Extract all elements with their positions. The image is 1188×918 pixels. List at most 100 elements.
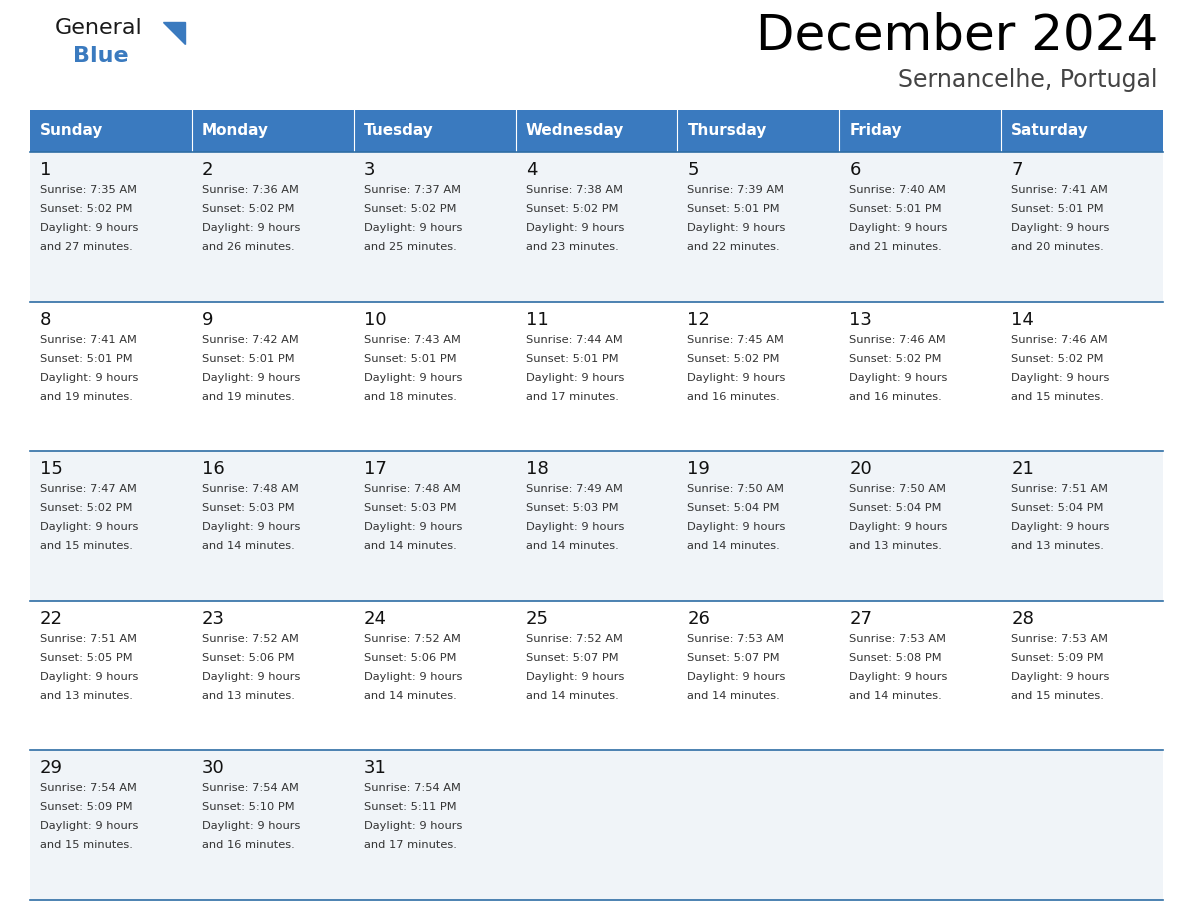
Text: Sunset: 5:03 PM: Sunset: 5:03 PM	[525, 503, 618, 513]
Text: 25: 25	[525, 610, 549, 628]
Text: Sunrise: 7:35 AM: Sunrise: 7:35 AM	[40, 185, 137, 195]
Text: and 23 minutes.: and 23 minutes.	[525, 242, 618, 252]
Text: Sunset: 5:07 PM: Sunset: 5:07 PM	[688, 653, 781, 663]
Text: Sunset: 5:09 PM: Sunset: 5:09 PM	[40, 802, 133, 812]
Text: 19: 19	[688, 460, 710, 478]
Text: Sunset: 5:03 PM: Sunset: 5:03 PM	[364, 503, 456, 513]
Text: Sunset: 5:02 PM: Sunset: 5:02 PM	[40, 503, 133, 513]
Text: Daylight: 9 hours: Daylight: 9 hours	[40, 522, 138, 532]
Text: 27: 27	[849, 610, 872, 628]
Text: and 13 minutes.: and 13 minutes.	[1011, 542, 1104, 551]
Text: Wednesday: Wednesday	[525, 124, 624, 139]
Text: Sunset: 5:01 PM: Sunset: 5:01 PM	[202, 353, 295, 364]
Text: and 19 minutes.: and 19 minutes.	[40, 392, 133, 401]
Text: and 20 minutes.: and 20 minutes.	[1011, 242, 1104, 252]
Text: Daylight: 9 hours: Daylight: 9 hours	[849, 522, 948, 532]
Text: and 14 minutes.: and 14 minutes.	[525, 542, 618, 551]
Text: and 16 minutes.: and 16 minutes.	[849, 392, 942, 401]
Text: and 16 minutes.: and 16 minutes.	[202, 840, 295, 850]
Text: and 22 minutes.: and 22 minutes.	[688, 242, 781, 252]
Text: Sunrise: 7:46 AM: Sunrise: 7:46 AM	[1011, 334, 1108, 344]
Text: and 13 minutes.: and 13 minutes.	[40, 691, 133, 700]
Text: Sunrise: 7:44 AM: Sunrise: 7:44 AM	[525, 334, 623, 344]
Bar	[677, 110, 839, 152]
Text: 13: 13	[849, 310, 872, 329]
Text: Sunset: 5:01 PM: Sunset: 5:01 PM	[364, 353, 456, 364]
Text: Sunset: 5:02 PM: Sunset: 5:02 PM	[364, 204, 456, 214]
Text: Sunset: 5:11 PM: Sunset: 5:11 PM	[364, 802, 456, 812]
Text: Sunrise: 7:54 AM: Sunrise: 7:54 AM	[40, 783, 137, 793]
Text: and 15 minutes.: and 15 minutes.	[40, 840, 133, 850]
Bar	[30, 452, 1163, 600]
Text: Daylight: 9 hours: Daylight: 9 hours	[202, 522, 301, 532]
Text: Sunrise: 7:54 AM: Sunrise: 7:54 AM	[364, 783, 461, 793]
Bar	[30, 600, 1163, 750]
Text: Sunrise: 7:51 AM: Sunrise: 7:51 AM	[1011, 484, 1108, 494]
Text: 21: 21	[1011, 460, 1034, 478]
Text: and 14 minutes.: and 14 minutes.	[364, 691, 456, 700]
Bar	[30, 152, 1163, 302]
Text: Sunset: 5:05 PM: Sunset: 5:05 PM	[40, 653, 133, 663]
Text: 22: 22	[40, 610, 63, 628]
Text: Sunrise: 7:41 AM: Sunrise: 7:41 AM	[1011, 185, 1108, 195]
Text: Friday: Friday	[849, 124, 902, 139]
Text: Sunset: 5:02 PM: Sunset: 5:02 PM	[202, 204, 295, 214]
Bar	[1001, 110, 1163, 152]
Text: Sunset: 5:02 PM: Sunset: 5:02 PM	[525, 204, 618, 214]
Text: 24: 24	[364, 610, 387, 628]
Text: and 14 minutes.: and 14 minutes.	[364, 542, 456, 551]
Text: Saturday: Saturday	[1011, 124, 1089, 139]
Text: 9: 9	[202, 310, 214, 329]
Text: Sunset: 5:04 PM: Sunset: 5:04 PM	[849, 503, 942, 513]
Text: and 13 minutes.: and 13 minutes.	[849, 542, 942, 551]
Text: Daylight: 9 hours: Daylight: 9 hours	[525, 223, 624, 233]
Text: Sunset: 5:06 PM: Sunset: 5:06 PM	[202, 653, 295, 663]
Text: Daylight: 9 hours: Daylight: 9 hours	[40, 223, 138, 233]
Text: December 2024: December 2024	[756, 12, 1158, 60]
Text: 1: 1	[40, 161, 51, 179]
Text: and 15 minutes.: and 15 minutes.	[40, 542, 133, 551]
Text: Sunrise: 7:37 AM: Sunrise: 7:37 AM	[364, 185, 461, 195]
Text: and 18 minutes.: and 18 minutes.	[364, 392, 456, 401]
Text: Sunset: 5:04 PM: Sunset: 5:04 PM	[688, 503, 781, 513]
Text: Sunrise: 7:47 AM: Sunrise: 7:47 AM	[40, 484, 137, 494]
Text: Sunrise: 7:54 AM: Sunrise: 7:54 AM	[202, 783, 298, 793]
Text: Sunrise: 7:46 AM: Sunrise: 7:46 AM	[849, 334, 946, 344]
Text: Sunrise: 7:45 AM: Sunrise: 7:45 AM	[688, 334, 784, 344]
Text: Sunrise: 7:51 AM: Sunrise: 7:51 AM	[40, 633, 137, 644]
Text: Sunset: 5:04 PM: Sunset: 5:04 PM	[1011, 503, 1104, 513]
Text: Sunset: 5:02 PM: Sunset: 5:02 PM	[688, 353, 781, 364]
Bar	[30, 110, 191, 152]
Text: and 13 minutes.: and 13 minutes.	[202, 691, 295, 700]
Text: and 19 minutes.: and 19 minutes.	[202, 392, 295, 401]
Text: Thursday: Thursday	[688, 124, 766, 139]
Text: Tuesday: Tuesday	[364, 124, 434, 139]
Text: Daylight: 9 hours: Daylight: 9 hours	[40, 373, 138, 383]
Text: Daylight: 9 hours: Daylight: 9 hours	[364, 822, 462, 832]
Text: and 21 minutes.: and 21 minutes.	[849, 242, 942, 252]
Text: and 14 minutes.: and 14 minutes.	[525, 691, 618, 700]
Text: Sunrise: 7:49 AM: Sunrise: 7:49 AM	[525, 484, 623, 494]
Text: Sunrise: 7:48 AM: Sunrise: 7:48 AM	[364, 484, 461, 494]
Text: Sunset: 5:10 PM: Sunset: 5:10 PM	[202, 802, 295, 812]
Text: Daylight: 9 hours: Daylight: 9 hours	[202, 822, 301, 832]
Text: Daylight: 9 hours: Daylight: 9 hours	[1011, 223, 1110, 233]
Text: Daylight: 9 hours: Daylight: 9 hours	[364, 672, 462, 682]
Text: Daylight: 9 hours: Daylight: 9 hours	[1011, 373, 1110, 383]
Text: 23: 23	[202, 610, 225, 628]
Text: Sunrise: 7:52 AM: Sunrise: 7:52 AM	[364, 633, 461, 644]
Text: 12: 12	[688, 310, 710, 329]
Bar	[30, 302, 1163, 452]
Text: Sunset: 5:02 PM: Sunset: 5:02 PM	[849, 353, 942, 364]
Text: Daylight: 9 hours: Daylight: 9 hours	[688, 522, 785, 532]
Text: Daylight: 9 hours: Daylight: 9 hours	[40, 672, 138, 682]
Text: Sunset: 5:06 PM: Sunset: 5:06 PM	[364, 653, 456, 663]
Text: Sunrise: 7:52 AM: Sunrise: 7:52 AM	[525, 633, 623, 644]
Text: Sunset: 5:09 PM: Sunset: 5:09 PM	[1011, 653, 1104, 663]
Text: Daylight: 9 hours: Daylight: 9 hours	[688, 672, 785, 682]
Text: and 14 minutes.: and 14 minutes.	[688, 542, 781, 551]
Polygon shape	[163, 22, 185, 44]
Text: 11: 11	[525, 310, 549, 329]
Bar	[354, 110, 516, 152]
Text: Daylight: 9 hours: Daylight: 9 hours	[40, 822, 138, 832]
